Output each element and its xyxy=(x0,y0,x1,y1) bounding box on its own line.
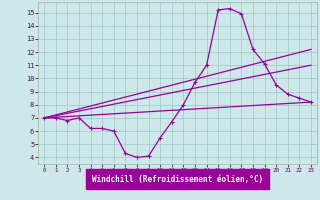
X-axis label: Windchill (Refroidissement éolien,°C): Windchill (Refroidissement éolien,°C) xyxy=(92,175,263,184)
